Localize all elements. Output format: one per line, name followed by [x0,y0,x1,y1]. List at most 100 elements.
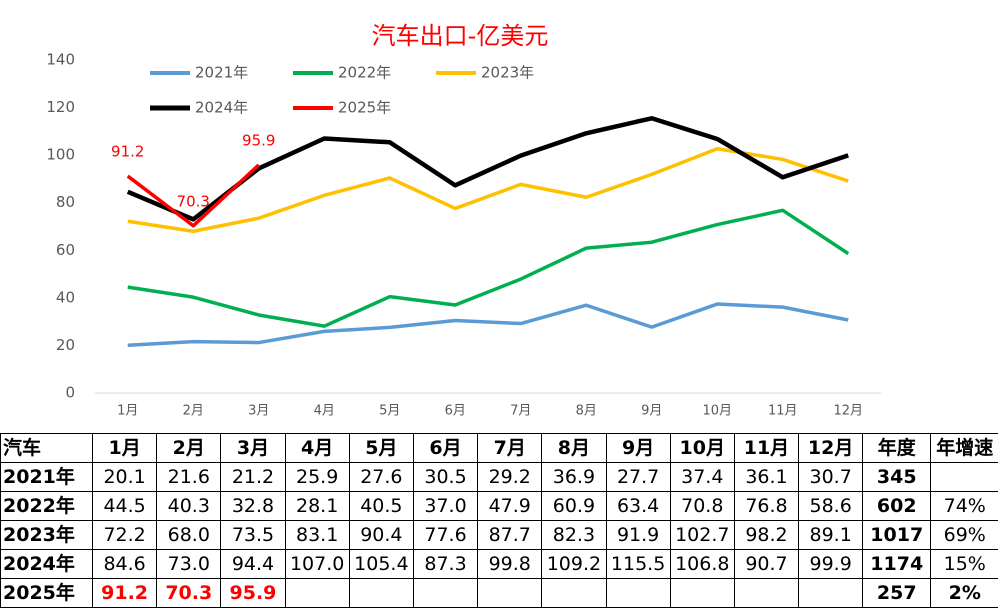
table-cell [669,578,735,608]
table-cell: 84.6 [91,549,158,579]
table-cell: 36.9 [541,462,607,492]
table-cell: 27.7 [605,462,671,492]
table-cell: 1017 [862,520,932,550]
table-row: 2025年 91.2 70.3 95.9 257 2% [0,578,998,608]
table-cell: 30.7 [798,462,864,492]
table-cell [541,578,607,608]
table-cell: 6月 [412,433,479,463]
table-cell: 29.2 [477,462,543,492]
table-cell: 20.1 [91,462,158,492]
y-tick-label: 40 [56,288,75,306]
table-cell: 1月 [91,433,158,463]
x-tick-label: 12月 [833,404,863,419]
table-cell: 25.9 [284,462,350,492]
table-cell: 44.5 [91,491,158,521]
x-tick-label: 3月 [248,404,269,419]
table-cell: 99.9 [798,549,864,579]
table-cell: 63.4 [605,491,671,521]
series-line [127,208,850,328]
table-cell [348,578,414,608]
table-cell: 4月 [284,433,350,463]
table-cell: 70.3 [156,578,222,608]
table-cell: 95.9 [220,578,286,608]
table-cell: 9月 [605,433,671,463]
legend-label: 2022年 [338,64,391,82]
table-cell: 2022年 [0,491,93,521]
legend-label: 2021年 [195,64,248,82]
table-cell: 257 [862,578,932,608]
x-tick-label: 6月 [445,404,466,419]
table-cell [284,578,350,608]
table-cell: 74% [930,491,998,521]
table-cell: 345 [862,462,932,492]
table-cell: 36.1 [733,462,800,492]
table-cell: 7月 [477,433,543,463]
table-cell: 106.8 [669,549,735,579]
series-line [126,163,260,228]
table-cell: 72.2 [91,520,158,550]
table-row: 2022年 44.5 40.3 32.8 28.1 40.5 37.0 47.9 60.9 63.… [0,491,998,521]
table-cell: 40.5 [348,491,414,521]
table-row: 2024年 84.6 73.0 94.4 107.0 105.4 87.3 99.8 109.2… [0,549,998,579]
chart-title: 汽车出口-亿美元 [372,22,549,50]
table-cell: 68.0 [156,520,222,550]
table-cell: 40.3 [156,491,222,521]
table-cell [733,578,800,608]
table-cell: 94.4 [220,549,286,579]
table-cell: 102.7 [669,520,735,550]
table-cell: 汽车 [0,433,93,463]
table-cell: 10月 [669,433,735,463]
table-cell: 21.2 [220,462,286,492]
table-cell [412,578,479,608]
table-cell: 2月 [156,433,222,463]
table-cell: 82.3 [541,520,607,550]
series-line [126,116,849,222]
table-cell: 77.6 [412,520,479,550]
data-label: 70.3 [177,192,210,210]
series-line [127,302,849,347]
table-cell: 47.9 [477,491,543,521]
x-tick-label: 11月 [768,404,798,419]
table-cell: 21.6 [156,462,222,492]
table-cell: 2025年 [0,578,93,608]
table-cell: 99.8 [477,549,543,579]
table-cell: 76.8 [733,491,800,521]
table-cell: 89.1 [798,520,864,550]
x-tick-label: 1月 [117,404,138,419]
legend-label: 2025年 [338,99,391,117]
table-cell: 2021年 [0,462,93,492]
table-cell: 98.2 [733,520,800,550]
x-tick-label: 9月 [641,404,662,419]
legend-label: 2023年 [481,64,534,82]
table-cell: 115.5 [605,549,671,579]
chart: 汽车出口-亿美元 0 20 40 60 80 100 120 140 1月 2月 3月 4月 5月 6月 7… [46,22,881,419]
table-cell: 109.2 [541,549,607,579]
x-tick-label: 8月 [576,404,597,419]
table-cell [930,462,998,492]
table-cell: 27.6 [348,462,414,492]
table-cell [477,578,543,608]
x-tick-label: 7月 [510,404,531,419]
table-cell: 37.4 [669,462,735,492]
y-tick-label: 80 [56,193,75,211]
table-cell: 2% [930,578,998,608]
table-cell: 87.3 [412,549,479,579]
y-tick-label: 20 [56,336,75,354]
table-cell [605,578,671,608]
table-cell: 91.2 [91,578,158,608]
table-cell: 2023年 [0,520,93,550]
table-cell [798,578,864,608]
table-row: 2021年 20.1 21.6 21.2 25.9 27.6 30.5 29.2 36.9 27.… [0,462,998,492]
table-cell: 15% [930,549,998,579]
table-cell: 30.5 [412,462,479,492]
table-cell: 1174 [862,549,932,579]
table-cell: 73.5 [220,520,286,550]
table-cell: 37.0 [412,491,479,521]
table-cell: 11月 [733,433,800,463]
table-cell: 83.1 [284,520,350,550]
x-tick-label: 2月 [183,404,204,419]
series-line [127,146,849,234]
data-table: 汽车 1月 2月 3月 4月 5月 6月 7月 8月 9月 10月 11月 12月 年度 年增速 2021年 2… [0,433,998,608]
table-cell: 58.6 [798,491,864,521]
